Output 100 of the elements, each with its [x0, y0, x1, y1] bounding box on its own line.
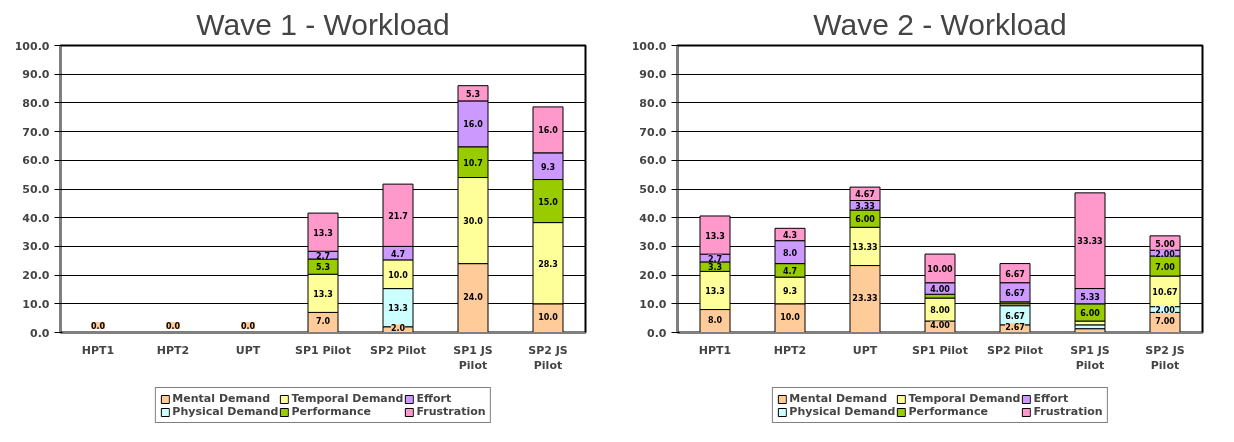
y-tick-label: 70.0 [639, 125, 667, 139]
legend-label: Effort [416, 392, 452, 405]
y-tick-label: 30.0 [639, 240, 667, 254]
x-tick-label: HPT1 [81, 343, 115, 357]
x-tick-label: SP1 Pilot [912, 343, 968, 357]
x-tick-label: SP2 JS Pilot [1145, 343, 1185, 373]
y-tick-label: 100.0 [631, 39, 667, 53]
data-label: 8.0 [707, 315, 723, 325]
data-label: 15.0 [538, 197, 559, 207]
x-tick-label: SP2 JS Pilot [528, 343, 568, 373]
data-label: 13.3 [388, 304, 408, 314]
legend-label: Physical Demand [172, 405, 279, 418]
y-tick-label: 40.0 [22, 211, 50, 225]
data-label: 3.3 [707, 263, 723, 273]
y-tick-label: 10.0 [639, 297, 667, 311]
data-label: 9.3 [782, 286, 798, 296]
x-tick-label: SP2 Pilot [370, 343, 426, 357]
y-tick-label: 40.0 [639, 211, 667, 225]
x-tick-label: SP2 Pilot [987, 343, 1043, 357]
y-tick-label: 90.0 [639, 68, 667, 82]
x-tick-label: UPT [235, 343, 261, 357]
data-label: 10.0 [538, 312, 559, 322]
data-label: 21.7 [388, 211, 408, 221]
chart-title: Wave 1 - Workload [196, 7, 450, 41]
y-tick-label: 60.0 [639, 154, 667, 168]
legend-label: Frustration [1033, 405, 1103, 418]
data-label: 13.3 [313, 289, 333, 299]
data-label: 8.00 [930, 306, 951, 316]
data-label: 6.00 [1080, 308, 1101, 318]
legend-label: Performance [291, 405, 371, 418]
y-tick-label: 70.0 [22, 125, 50, 139]
data-label: 6.67 [1005, 311, 1025, 321]
x-tick-label: HPT2 [156, 343, 190, 357]
data-label: 7.00 [1155, 262, 1176, 272]
data-label: 13.3 [705, 286, 725, 296]
data-label: 2.00 [1155, 306, 1176, 316]
data-label: 33.33 [1077, 237, 1103, 247]
data-label: 5.3 [315, 263, 331, 273]
y-tick-label: 80.0 [639, 96, 667, 110]
data-label: 5.00 [1155, 239, 1176, 249]
y-tick-label: 30.0 [22, 240, 50, 254]
data-label: 7.00 [1155, 316, 1176, 326]
data-label: 4.00 [930, 285, 951, 294]
data-label: 16.0 [463, 120, 484, 130]
data-label: 9.3 [540, 162, 556, 172]
data-label: 4.7 [782, 266, 798, 276]
data-label: 4.67 [855, 190, 875, 200]
y-tick-label: 20.0 [639, 269, 667, 283]
y-tick-label: 100.0 [14, 39, 50, 53]
data-label: 4.00 [930, 321, 951, 331]
legend-label: Mental Demand [172, 392, 271, 405]
y-tick-label: 20.0 [22, 269, 50, 283]
data-label: 2.67 [1005, 323, 1025, 333]
data-label: 16.0 [538, 126, 559, 136]
chart-title: Wave 2 - Workload [813, 7, 1067, 41]
x-tick-label: UPT [852, 343, 878, 357]
data-label: 23.33 [852, 293, 878, 303]
data-label: 5.3 [465, 89, 481, 99]
x-tick-label: SP1 Pilot [295, 343, 351, 357]
y-tick-label: 0.0 [647, 326, 667, 340]
data-label: 10.00 [927, 264, 954, 274]
data-label: 6.67 [1005, 288, 1025, 298]
y-tick-label: 90.0 [22, 68, 50, 82]
legend-label: Temporal Demand [291, 392, 404, 405]
legend-label: Temporal Demand [908, 392, 1021, 405]
data-label: 10.0 [388, 270, 409, 280]
data-label: 0.0 [165, 322, 181, 331]
y-tick-label: 10.0 [22, 297, 50, 311]
data-label: 3.33 [855, 201, 875, 211]
data-label: 4.3 [782, 230, 798, 240]
legend-label: Frustration [416, 405, 486, 418]
data-label: 13.3 [705, 231, 725, 241]
data-label: 2.00 [1155, 249, 1176, 259]
data-label: 6.67 [1005, 269, 1025, 279]
data-label: 2.0 [390, 324, 406, 334]
data-label: 24.0 [463, 292, 484, 302]
data-label: 13.3 [313, 228, 333, 238]
y-tick-label: 0.0 [30, 326, 50, 340]
legend-label: Mental Demand [789, 392, 888, 405]
y-tick-label: 60.0 [22, 154, 50, 168]
x-tick-label: HPT2 [773, 343, 807, 357]
data-label: 6.00 [855, 215, 876, 225]
legend-label: Physical Demand [789, 405, 896, 418]
legend-label: Performance [908, 405, 988, 418]
data-label: 10.7 [463, 158, 483, 168]
data-label: 0.0 [240, 322, 256, 331]
data-label: 0.0 [90, 322, 106, 331]
x-tick-label: SP1 JS Pilot [453, 343, 493, 373]
data-label: 28.3 [538, 259, 558, 269]
y-tick-label: 80.0 [22, 96, 50, 110]
x-tick-label: SP1 JS Pilot [1070, 343, 1110, 373]
data-label: 8.0 [782, 248, 798, 258]
y-tick-label: 50.0 [639, 183, 667, 196]
y-tick-label: 50.0 [22, 183, 50, 196]
data-label: 2.7 [315, 251, 331, 261]
data-label: 5.33 [1080, 292, 1100, 302]
data-label: 10.0 [780, 312, 801, 322]
data-label: 13.33 [852, 242, 878, 252]
data-label: 4.7 [390, 249, 406, 259]
x-tick-label: HPT1 [698, 343, 732, 357]
